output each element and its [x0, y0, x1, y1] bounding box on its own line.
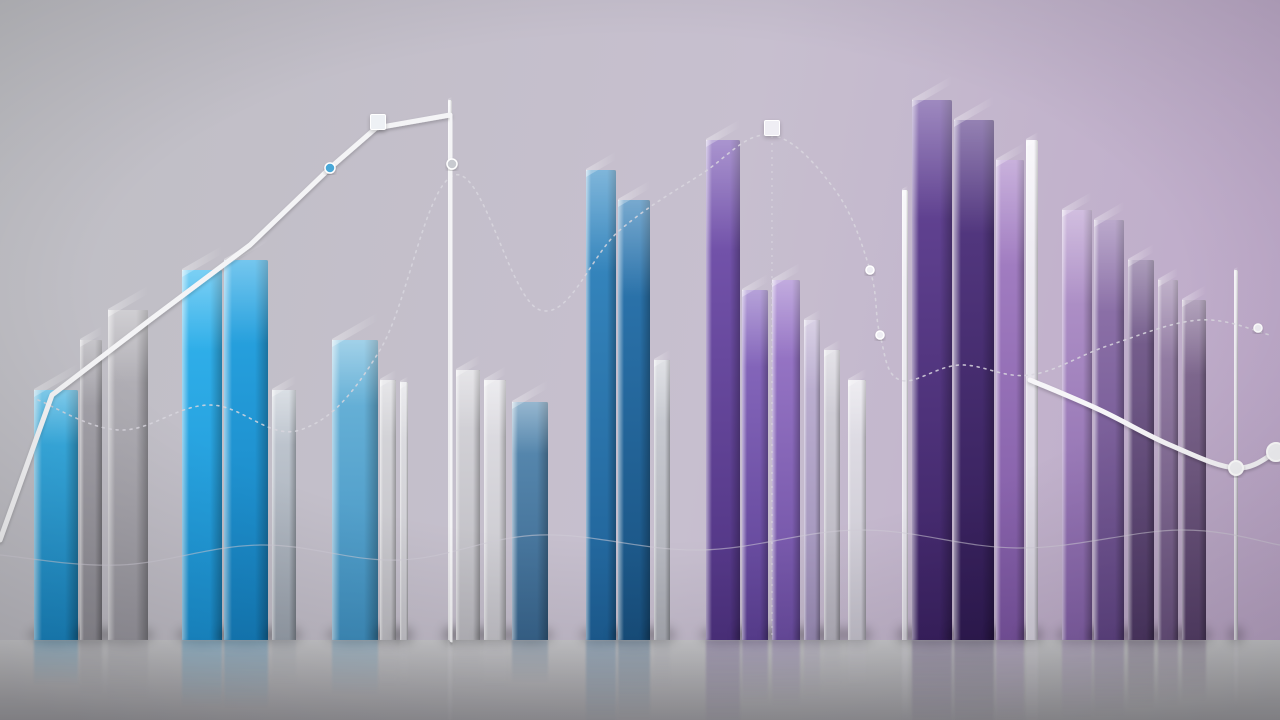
chart-stage: [0, 0, 1280, 720]
marker-box-right: [764, 120, 780, 136]
marker-box-left: [370, 114, 386, 130]
vignette: [0, 0, 1280, 720]
